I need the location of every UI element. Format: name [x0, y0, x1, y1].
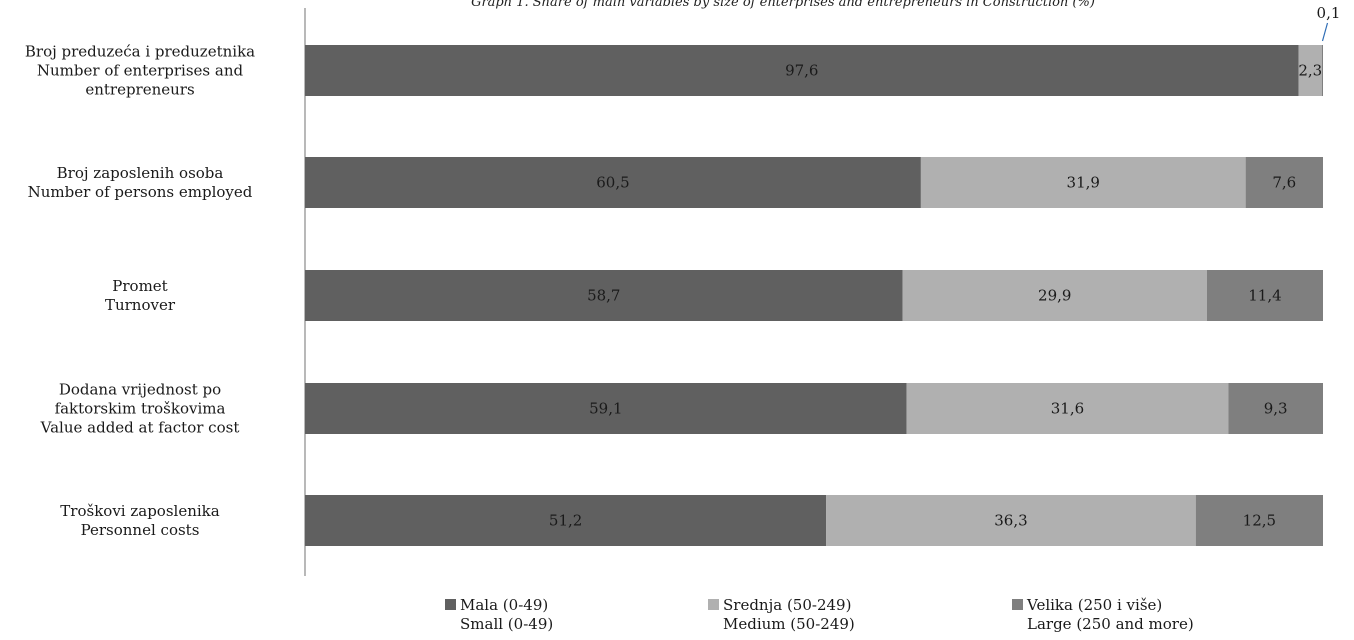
data-label-small-0: 97,6	[785, 62, 818, 80]
bar-large-1	[1245, 157, 1323, 208]
data-label-small-2: 58,7	[587, 287, 620, 305]
bar-small-4	[305, 495, 827, 546]
data-label-medium-4: 36,3	[994, 512, 1027, 530]
data-label-large-2: 11,4	[1248, 287, 1281, 305]
bar-medium-0	[1298, 45, 1322, 96]
category-label-line: Broj preduzeća i preduzetnika	[25, 43, 255, 61]
legend-swatch-large	[1012, 599, 1023, 610]
legend-swatch-medium	[708, 599, 719, 610]
bar-medium-2	[902, 270, 1207, 321]
data-label-medium-3: 31,6	[1051, 400, 1084, 418]
data-label-small-4: 51,2	[549, 512, 582, 530]
legend-swatch-small	[445, 599, 456, 610]
category-label-line: Value added at factor cost	[40, 419, 240, 437]
legend-item-small: Mala (0-49) Small (0-49)	[445, 596, 553, 634]
category-label-line: Number of enterprises and	[37, 62, 244, 80]
category-label-line: Personnel costs	[81, 521, 200, 539]
legend: Mala (0-49) Small (0-49) Srednja (50-249…	[0, 596, 1354, 640]
category-label-line: Dodana vrijednost po	[59, 381, 221, 399]
data-label-large-0: 0,1	[1317, 4, 1341, 22]
legend-label-medium-en: Medium (50-249)	[723, 615, 855, 633]
data-label-large-1: 7,6	[1272, 174, 1296, 192]
bar-large-4	[1195, 495, 1323, 546]
category-label-line: Promet	[112, 277, 167, 295]
data-label-large-4: 12,5	[1243, 512, 1276, 530]
chart-title: Graph 1. Share of main variables by size…	[471, 0, 1095, 10]
legend-item-medium: Srednja (50-249) Medium (50-249)	[708, 596, 855, 634]
category-label-4: Troškovi zaposlenika Personnel costs	[60, 502, 219, 539]
stacked-bar-chart: Graph 1. Share of main variables by size…	[25, 0, 1341, 576]
bar-small-1	[305, 157, 921, 208]
data-label-medium-1: 31,9	[1067, 174, 1100, 192]
data-label-large-3: 9,3	[1264, 400, 1288, 418]
legend-label-small-en: Small (0-49)	[460, 615, 554, 633]
bar-medium-3	[906, 383, 1229, 434]
category-label-line: faktorskim troškovima	[55, 400, 226, 418]
bar-medium-1	[920, 157, 1246, 208]
bar-large-2	[1206, 270, 1323, 321]
bar-small-0	[305, 45, 1299, 96]
legend-label-small: Mala (0-49)	[460, 596, 549, 614]
data-label-medium-0: 2,3	[1298, 62, 1322, 80]
leader-line-large-0	[1321, 22, 1329, 42]
category-label-1: Broj zaposlenih osoba Number of persons e…	[28, 164, 253, 201]
bar-medium-4	[826, 495, 1196, 546]
data-label-medium-2: 29,9	[1038, 287, 1071, 305]
bar-small-2	[305, 270, 903, 321]
category-label-line: Troškovi zaposlenika	[60, 502, 219, 520]
bar-large-0	[1321, 45, 1323, 96]
category-label-2: Promet Turnover	[105, 277, 176, 314]
bar-segments	[305, 45, 1323, 546]
legend-label-large: Velika (250 i više)	[1027, 596, 1163, 614]
category-label-line: Number of persons employed	[28, 183, 253, 201]
legend-item-large: Velika (250 i više) Large (250 and more)	[1012, 596, 1194, 634]
category-label-0: Broj preduzeća i preduzetnika Number of e…	[25, 43, 255, 99]
legend-label-medium: Srednja (50-249)	[723, 596, 852, 614]
bar-small-3	[305, 383, 907, 434]
category-label-line: entrepreneurs	[85, 81, 194, 99]
data-label-small-3: 59,1	[589, 400, 622, 418]
category-label-line: Broj zaposlenih osoba	[57, 164, 224, 182]
category-label-line: Turnover	[105, 296, 176, 314]
legend-label-large-en: Large (250 and more)	[1027, 615, 1194, 633]
data-label-small-1: 60,5	[596, 174, 629, 192]
category-label-3: Dodana vrijednost po faktorskim troškovim…	[40, 381, 240, 437]
data-labels: 97,6 2,3 0,1 60,5 31,9 7,6 58,7 29,9 11,4 59,1 31,…	[549, 4, 1341, 530]
category-labels: Broj preduzeća i preduzetnika Number of e…	[25, 43, 255, 540]
bar-large-3	[1228, 383, 1323, 434]
